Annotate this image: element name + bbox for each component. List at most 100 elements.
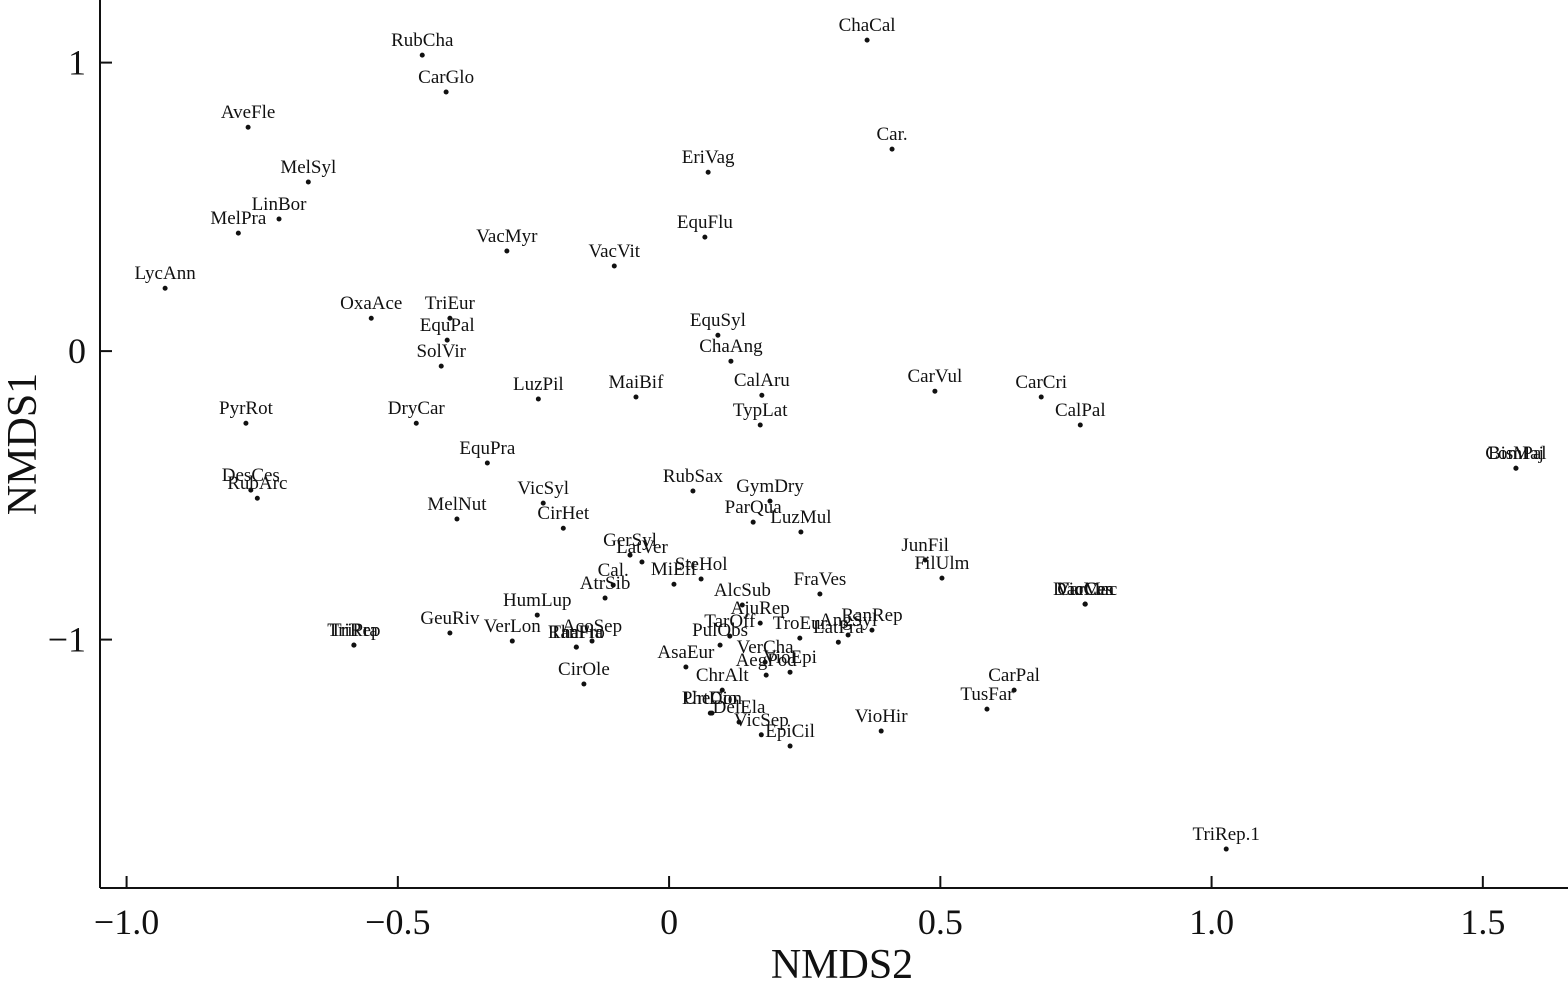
point-label: JunFil — [901, 535, 949, 556]
point — [759, 392, 765, 398]
point — [787, 743, 793, 749]
point — [419, 52, 425, 58]
point-label: PulObs — [692, 620, 748, 641]
point-label: OxaAce — [340, 293, 402, 314]
point — [736, 719, 742, 725]
point — [447, 630, 453, 636]
point — [817, 591, 823, 597]
y-axis-title: NMDS1 — [0, 373, 46, 515]
point — [540, 500, 546, 506]
point-label: CarVul — [908, 366, 963, 387]
point — [835, 639, 841, 645]
point-label: UrtDio — [683, 688, 737, 709]
point — [444, 337, 450, 343]
point — [611, 263, 617, 269]
point-label: GeuRiv — [420, 608, 480, 629]
x-tick-label: 0.5 — [918, 902, 963, 942]
point — [705, 169, 711, 175]
point-label: VioHir — [855, 706, 908, 727]
point — [484, 460, 490, 466]
point — [535, 396, 541, 402]
point-label: GerSyl — [603, 530, 657, 551]
point-label: EpiCil — [765, 721, 815, 742]
point-label: PheCon — [682, 688, 743, 709]
point-label: CirOle — [558, 659, 610, 680]
point-label: LatVer — [616, 537, 668, 558]
point-label: TriEur — [425, 293, 476, 314]
point — [758, 732, 764, 738]
point-label: MaiBif — [609, 372, 665, 393]
point — [581, 681, 587, 687]
point-label: ThaFla — [549, 622, 603, 643]
point — [509, 638, 515, 644]
point — [762, 659, 768, 665]
point-label: EquSyl — [690, 310, 746, 331]
point — [715, 332, 721, 338]
point — [757, 422, 763, 428]
point-label: EquPra — [459, 438, 516, 459]
point — [254, 495, 260, 501]
point — [750, 519, 756, 525]
x-tick-label: 0 — [660, 902, 678, 942]
point-label: AlcSub — [714, 580, 771, 601]
point-label: TroEur — [773, 613, 828, 634]
x-tick-label: 1.0 — [1189, 902, 1234, 942]
y-tick-label: 0 — [68, 331, 86, 371]
point-label: EquFlu — [677, 212, 733, 233]
point-label: AtrSib — [580, 573, 631, 594]
point — [939, 575, 945, 581]
point — [683, 664, 689, 670]
point — [798, 529, 804, 535]
point — [1077, 422, 1083, 428]
point — [878, 728, 884, 734]
point-label: TriRep.1 — [1193, 824, 1260, 845]
point-label: PyrRot — [219, 398, 274, 419]
point-label: LuzPil — [513, 374, 564, 395]
point-label: CirHet — [537, 503, 589, 524]
point-label: DesCes — [222, 465, 280, 486]
point — [1513, 465, 1519, 471]
point-label: RubArc — [227, 473, 287, 494]
point-label: RanRep — [841, 605, 902, 626]
point — [639, 559, 645, 565]
point-label: MiEff — [651, 559, 698, 580]
point-label: ChaCal — [839, 15, 896, 36]
point — [739, 602, 745, 608]
point-label: VioEpi — [763, 647, 817, 668]
point-label: ChaAng — [699, 336, 763, 357]
point-label: VerLon — [484, 616, 541, 637]
point — [717, 642, 723, 648]
point — [671, 581, 677, 587]
point-label: VacMyr — [476, 226, 538, 247]
point — [922, 557, 928, 563]
point — [702, 234, 708, 240]
point — [504, 248, 510, 254]
point — [1082, 601, 1088, 607]
point-label: VerCha — [737, 637, 795, 658]
point — [1038, 394, 1044, 400]
point-label: TypLat — [733, 400, 788, 421]
point-label: AsaEur — [657, 642, 715, 663]
point-label: TriRep — [327, 620, 380, 641]
point — [690, 488, 696, 494]
point-label: Cal. — [598, 560, 629, 581]
point-label: EriVag — [682, 147, 735, 168]
point-label: CarCes — [1057, 579, 1113, 600]
point — [305, 179, 311, 185]
point — [443, 89, 449, 95]
point-label: ChrAlt — [696, 665, 750, 686]
point-label: Car. — [876, 124, 907, 145]
y-tick-label: −1 — [48, 620, 86, 660]
point-label: EquPal — [420, 315, 475, 336]
point — [845, 632, 851, 638]
point-label: CarPal — [988, 665, 1040, 686]
point-label: MelSyl — [280, 157, 336, 178]
point — [633, 394, 639, 400]
point-label: LinBor — [252, 194, 308, 215]
point — [932, 388, 938, 394]
point — [245, 124, 251, 130]
point-label: VicSyl — [517, 478, 569, 499]
point-label: CarGlo — [418, 67, 474, 88]
point-label: FraVes — [794, 569, 847, 590]
point — [438, 363, 444, 369]
